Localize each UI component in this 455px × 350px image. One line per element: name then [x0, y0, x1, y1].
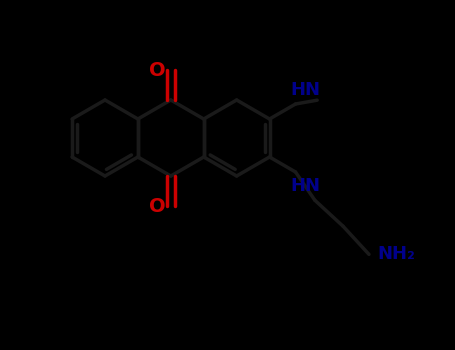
Text: NH₂: NH₂	[377, 245, 415, 263]
Text: HN: HN	[291, 177, 320, 195]
Text: O: O	[148, 196, 165, 216]
Text: HN: HN	[291, 81, 320, 99]
Text: O: O	[148, 61, 165, 79]
